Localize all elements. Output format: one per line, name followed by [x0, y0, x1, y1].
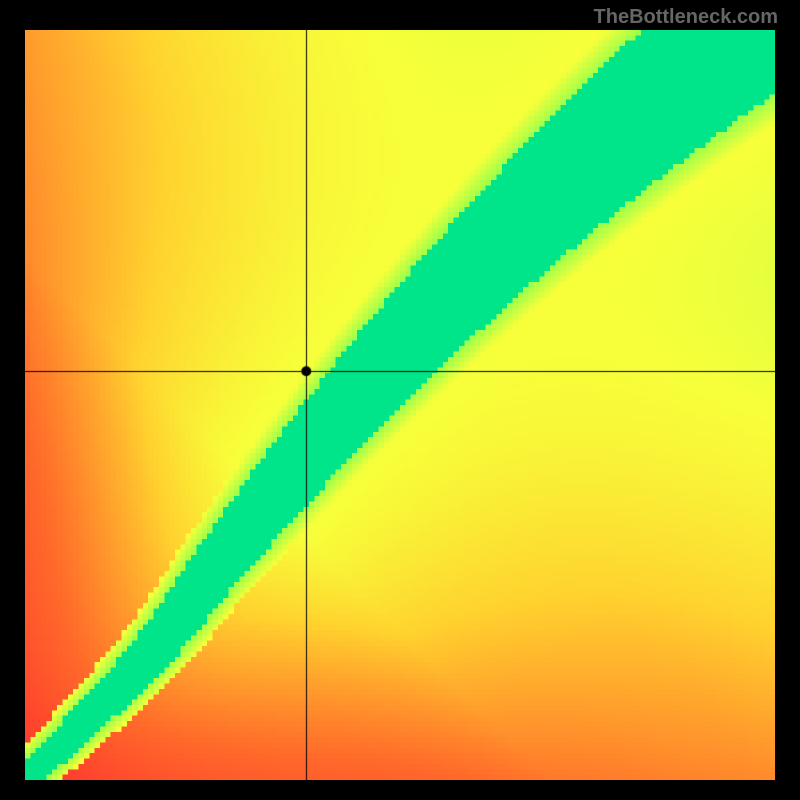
figure-container: TheBottleneck.com	[0, 0, 800, 800]
plot-area	[25, 30, 775, 780]
attribution-watermark: TheBottleneck.com	[594, 6, 778, 29]
crosshair-overlay	[25, 30, 775, 780]
